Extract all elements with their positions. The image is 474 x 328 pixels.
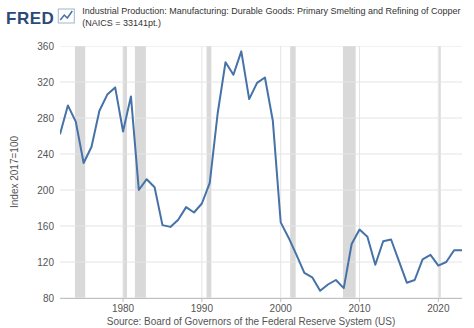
grid-line-y <box>60 298 462 299</box>
grid-line-y <box>60 46 462 47</box>
data-line <box>60 51 462 290</box>
x-tick <box>438 298 439 302</box>
grid-line-y <box>60 226 462 227</box>
grid-line-x <box>123 46 124 298</box>
x-tick-label: 2010 <box>348 303 371 314</box>
grid-line-x <box>201 46 202 298</box>
logo-icon <box>58 9 74 23</box>
x-tick <box>201 298 202 302</box>
x-tick-label: 2020 <box>427 303 450 314</box>
x-tick-label: 1990 <box>191 303 214 314</box>
x-tick <box>359 298 360 302</box>
plot-background <box>60 46 462 298</box>
y-tick-label: 360 <box>37 41 54 52</box>
recession-band <box>439 46 441 298</box>
recession-band <box>290 46 296 298</box>
grid-line-y <box>60 262 462 263</box>
y-tick-label: 80 <box>43 293 55 304</box>
x-tick <box>280 298 281 302</box>
logo: FRED <box>6 9 54 28</box>
y-tick-label: 320 <box>37 77 54 88</box>
grid-line-x <box>280 46 281 298</box>
title: Industrial Production: Manufacturing: Du… <box>82 6 460 28</box>
logo-icon-line <box>60 11 72 20</box>
grid-line-x <box>438 46 439 298</box>
y-tick-label: 160 <box>37 221 54 232</box>
grid-line-y <box>60 190 462 191</box>
y-tick-label: 280 <box>37 113 54 124</box>
grid-line-y <box>60 154 462 155</box>
x-tick-label: 2000 <box>270 303 293 314</box>
x-axis-line <box>60 298 462 299</box>
source: Source: Board of Governors of the Federa… <box>107 316 395 327</box>
grid-line-x <box>359 46 360 298</box>
y-tick-label: 200 <box>37 185 54 196</box>
plot-area <box>60 46 462 298</box>
chart: 80 120 160 200 240 280 320 360 1980 1990 2000 2010 2… <box>0 0 474 328</box>
y-tick-label: 240 <box>37 149 54 160</box>
grid-line-y <box>60 82 462 83</box>
x-tick-label: 1980 <box>112 303 135 314</box>
recession-band <box>75 46 85 298</box>
title-line: (NAICS = 33141pt.) <box>82 18 161 28</box>
y-tick-label: 120 <box>37 257 54 268</box>
y-axis-label: Index 2017=100 <box>9 136 20 208</box>
title-line: Industrial Production: Manufacturing: Du… <box>82 6 460 16</box>
recession-band <box>123 46 127 298</box>
x-tick <box>123 298 124 302</box>
